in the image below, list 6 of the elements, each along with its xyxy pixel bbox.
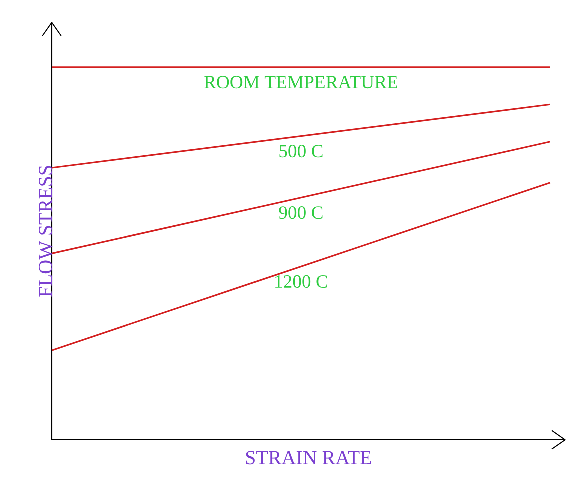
series-label: 500 C: [280, 145, 323, 158]
series-label: ROOM TEMPERATURE: [204, 76, 398, 89]
y-axis-title: FLOW STRESS: [39, 166, 53, 298]
x-axis-title: STRAIN RATE: [246, 451, 372, 465]
series-label: 900 C: [279, 206, 323, 220]
series-label: 1200 C: [276, 275, 328, 288]
